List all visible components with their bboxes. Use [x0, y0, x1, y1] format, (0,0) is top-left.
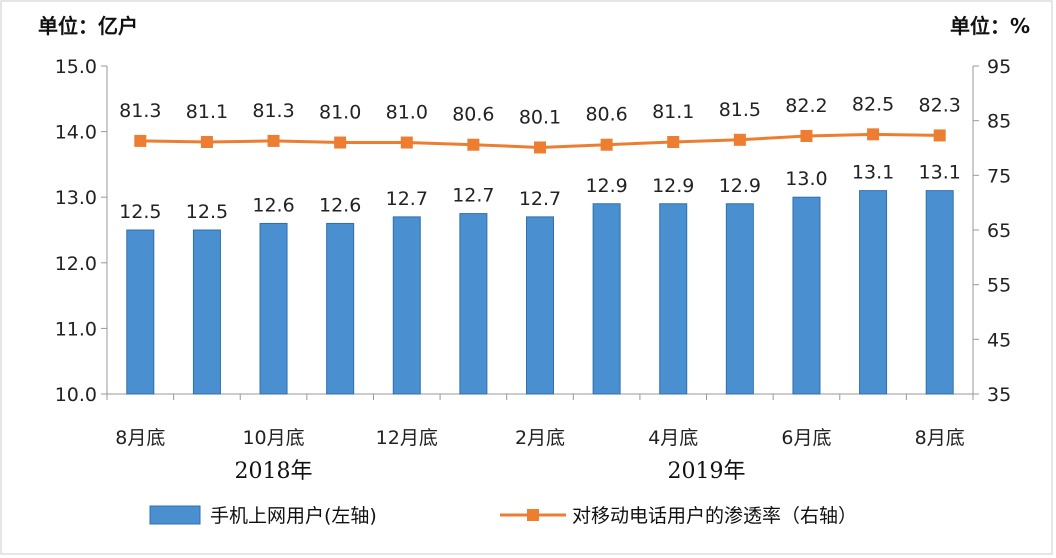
- category-axis-labels: 8月底 10月底 12月底 2月底 4月底 6月底 8月底 2018年 2019年: [115, 427, 964, 484]
- bar: [592, 203, 621, 395]
- left-tick-label: 11.0: [55, 318, 97, 340]
- category-label: 4月底: [648, 427, 698, 449]
- bar-value-label: 13.0: [785, 168, 827, 190]
- bar-value-label: 13.1: [919, 162, 961, 184]
- left-tick-label: 13.0: [55, 187, 97, 209]
- legend: 手机上网用户(左轴) 对移动电话用户的渗透率（右轴）: [149, 505, 857, 527]
- bar-value-label: 12.7: [452, 185, 494, 207]
- line-series: [134, 128, 946, 154]
- left-tick-label: 10.0: [55, 384, 97, 406]
- bar-value-label: 12.6: [252, 194, 294, 216]
- bar-value-label: 12.7: [386, 188, 428, 210]
- right-tick-label: 55: [987, 275, 1011, 297]
- bar-value-label: 12.5: [186, 201, 228, 223]
- legend-bar-label: 手机上网用户(左轴): [210, 505, 377, 527]
- legend-line-label: 对移动电话用户的渗透率（右轴）: [572, 505, 857, 527]
- year-label: 2019年: [668, 459, 746, 484]
- line-marker: [867, 128, 880, 141]
- bar: [192, 229, 221, 395]
- axes: 10.0 11.0 12.0 13.0 14.0 15.0 35 45 55 65 75 85 95: [55, 56, 1012, 406]
- category-label: 2月底: [515, 427, 565, 449]
- year-label: 2018年: [235, 459, 313, 484]
- line-value-label: 80.1: [519, 106, 561, 128]
- line-marker: [334, 136, 347, 149]
- bar-value-label: 12.9: [719, 175, 761, 197]
- bar-value-label: 12.9: [652, 175, 694, 197]
- right-tick-label: 45: [987, 329, 1011, 351]
- line-marker: [400, 136, 413, 149]
- bar: [126, 229, 155, 395]
- left-axis-unit: 单位：亿户: [38, 14, 138, 38]
- bar: [925, 190, 954, 395]
- line-marker: [800, 129, 813, 142]
- right-tick-label: 65: [987, 220, 1011, 242]
- bar-value-label: 13.1: [852, 162, 894, 184]
- bar: [859, 190, 888, 395]
- line-value-label: 82.3: [919, 94, 961, 116]
- line-marker: [733, 133, 746, 146]
- bar-series: [126, 190, 954, 395]
- line-value-label: 82.2: [785, 95, 827, 117]
- bar-value-label: 12.6: [319, 194, 361, 216]
- line-marker: [933, 129, 946, 142]
- line-marker: [600, 138, 613, 151]
- line-value-label: 81.3: [119, 100, 161, 122]
- line-marker: [200, 135, 213, 148]
- line-marker: [667, 135, 680, 148]
- bar-value-label: 12.9: [585, 175, 627, 197]
- line-value-label: 81.1: [652, 101, 694, 123]
- line-value-label: 80.6: [452, 104, 494, 126]
- line-marker: [134, 134, 147, 147]
- line-value-label: 81.0: [319, 102, 361, 124]
- line-marker: [467, 138, 480, 151]
- bar: [459, 213, 488, 395]
- right-tick-label: 35: [987, 384, 1011, 406]
- category-label: 12月底: [376, 427, 438, 449]
- line-value-label: 82.5: [852, 93, 894, 115]
- data-labels: 12.5 12.5 12.6 12.6 12.7 12.7 12.7 12.9 12.9 12.9…: [119, 93, 961, 223]
- left-tick-label: 12.0: [55, 253, 97, 275]
- bar: [392, 216, 421, 395]
- line-value-label: 81.3: [252, 100, 294, 122]
- line-marker: [534, 141, 546, 154]
- bar-value-label: 12.5: [119, 201, 161, 223]
- bar: [526, 216, 554, 395]
- bar: [259, 222, 288, 395]
- line-value-label: 81.5: [719, 99, 761, 121]
- line-value-label: 81.1: [186, 101, 228, 123]
- right-axis-unit: 单位：%: [950, 14, 1030, 38]
- bar: [326, 222, 355, 395]
- right-tick-label: 75: [987, 165, 1011, 187]
- legend-bar-swatch: [149, 505, 201, 525]
- bar: [659, 203, 688, 395]
- right-tick-label: 95: [987, 56, 1011, 78]
- bar-value-label: 12.7: [519, 188, 561, 210]
- line-value-label: 80.6: [585, 104, 627, 126]
- left-tick-label: 14.0: [55, 122, 97, 144]
- category-label: 10月底: [242, 427, 304, 449]
- category-label: 6月底: [781, 427, 831, 449]
- line-marker: [267, 134, 280, 147]
- line-value-label: 81.0: [386, 102, 428, 124]
- category-label: 8月底: [915, 427, 965, 449]
- right-tick-label: 85: [987, 111, 1011, 133]
- left-tick-label: 15.0: [55, 56, 97, 78]
- bar: [725, 203, 754, 395]
- category-label: 8月底: [115, 427, 165, 449]
- bar: [792, 196, 821, 395]
- legend-line-marker: [527, 509, 539, 521]
